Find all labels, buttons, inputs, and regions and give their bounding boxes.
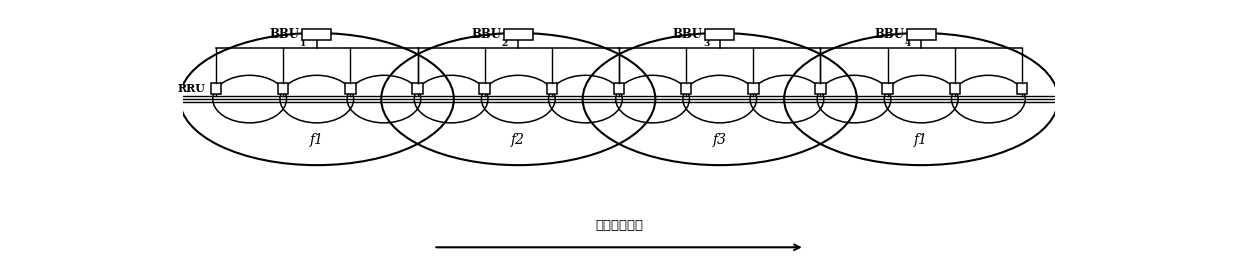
Text: BBU: BBU bbox=[472, 28, 501, 41]
Bar bbox=[748, 83, 759, 94]
Text: 4: 4 bbox=[905, 39, 911, 48]
Text: f1: f1 bbox=[310, 133, 324, 147]
Bar bbox=[950, 83, 961, 94]
Text: f1: f1 bbox=[914, 133, 928, 147]
Bar bbox=[681, 83, 692, 94]
Bar bbox=[504, 29, 532, 40]
Text: 1: 1 bbox=[301, 39, 307, 48]
Text: f3: f3 bbox=[713, 133, 727, 147]
Bar bbox=[302, 29, 332, 40]
Bar bbox=[883, 83, 893, 94]
Text: 2: 2 bbox=[501, 39, 508, 48]
Bar bbox=[546, 83, 557, 94]
Bar bbox=[345, 83, 355, 94]
Bar bbox=[614, 83, 624, 94]
Bar bbox=[479, 83, 490, 94]
Text: RRU: RRU bbox=[177, 83, 206, 94]
Text: BBU: BBU bbox=[270, 28, 300, 41]
Bar bbox=[1016, 83, 1028, 94]
Bar bbox=[906, 29, 936, 40]
Text: BBU: BBU bbox=[672, 28, 702, 41]
Bar bbox=[210, 83, 222, 94]
Bar bbox=[706, 29, 734, 40]
Text: BBU: BBU bbox=[874, 28, 904, 41]
Bar bbox=[277, 83, 288, 94]
Bar bbox=[412, 83, 423, 94]
Text: 3: 3 bbox=[703, 39, 709, 48]
Text: f2: f2 bbox=[511, 133, 525, 147]
Bar bbox=[815, 83, 826, 94]
Text: 列车行馶方向: 列车行馶方向 bbox=[595, 219, 643, 232]
